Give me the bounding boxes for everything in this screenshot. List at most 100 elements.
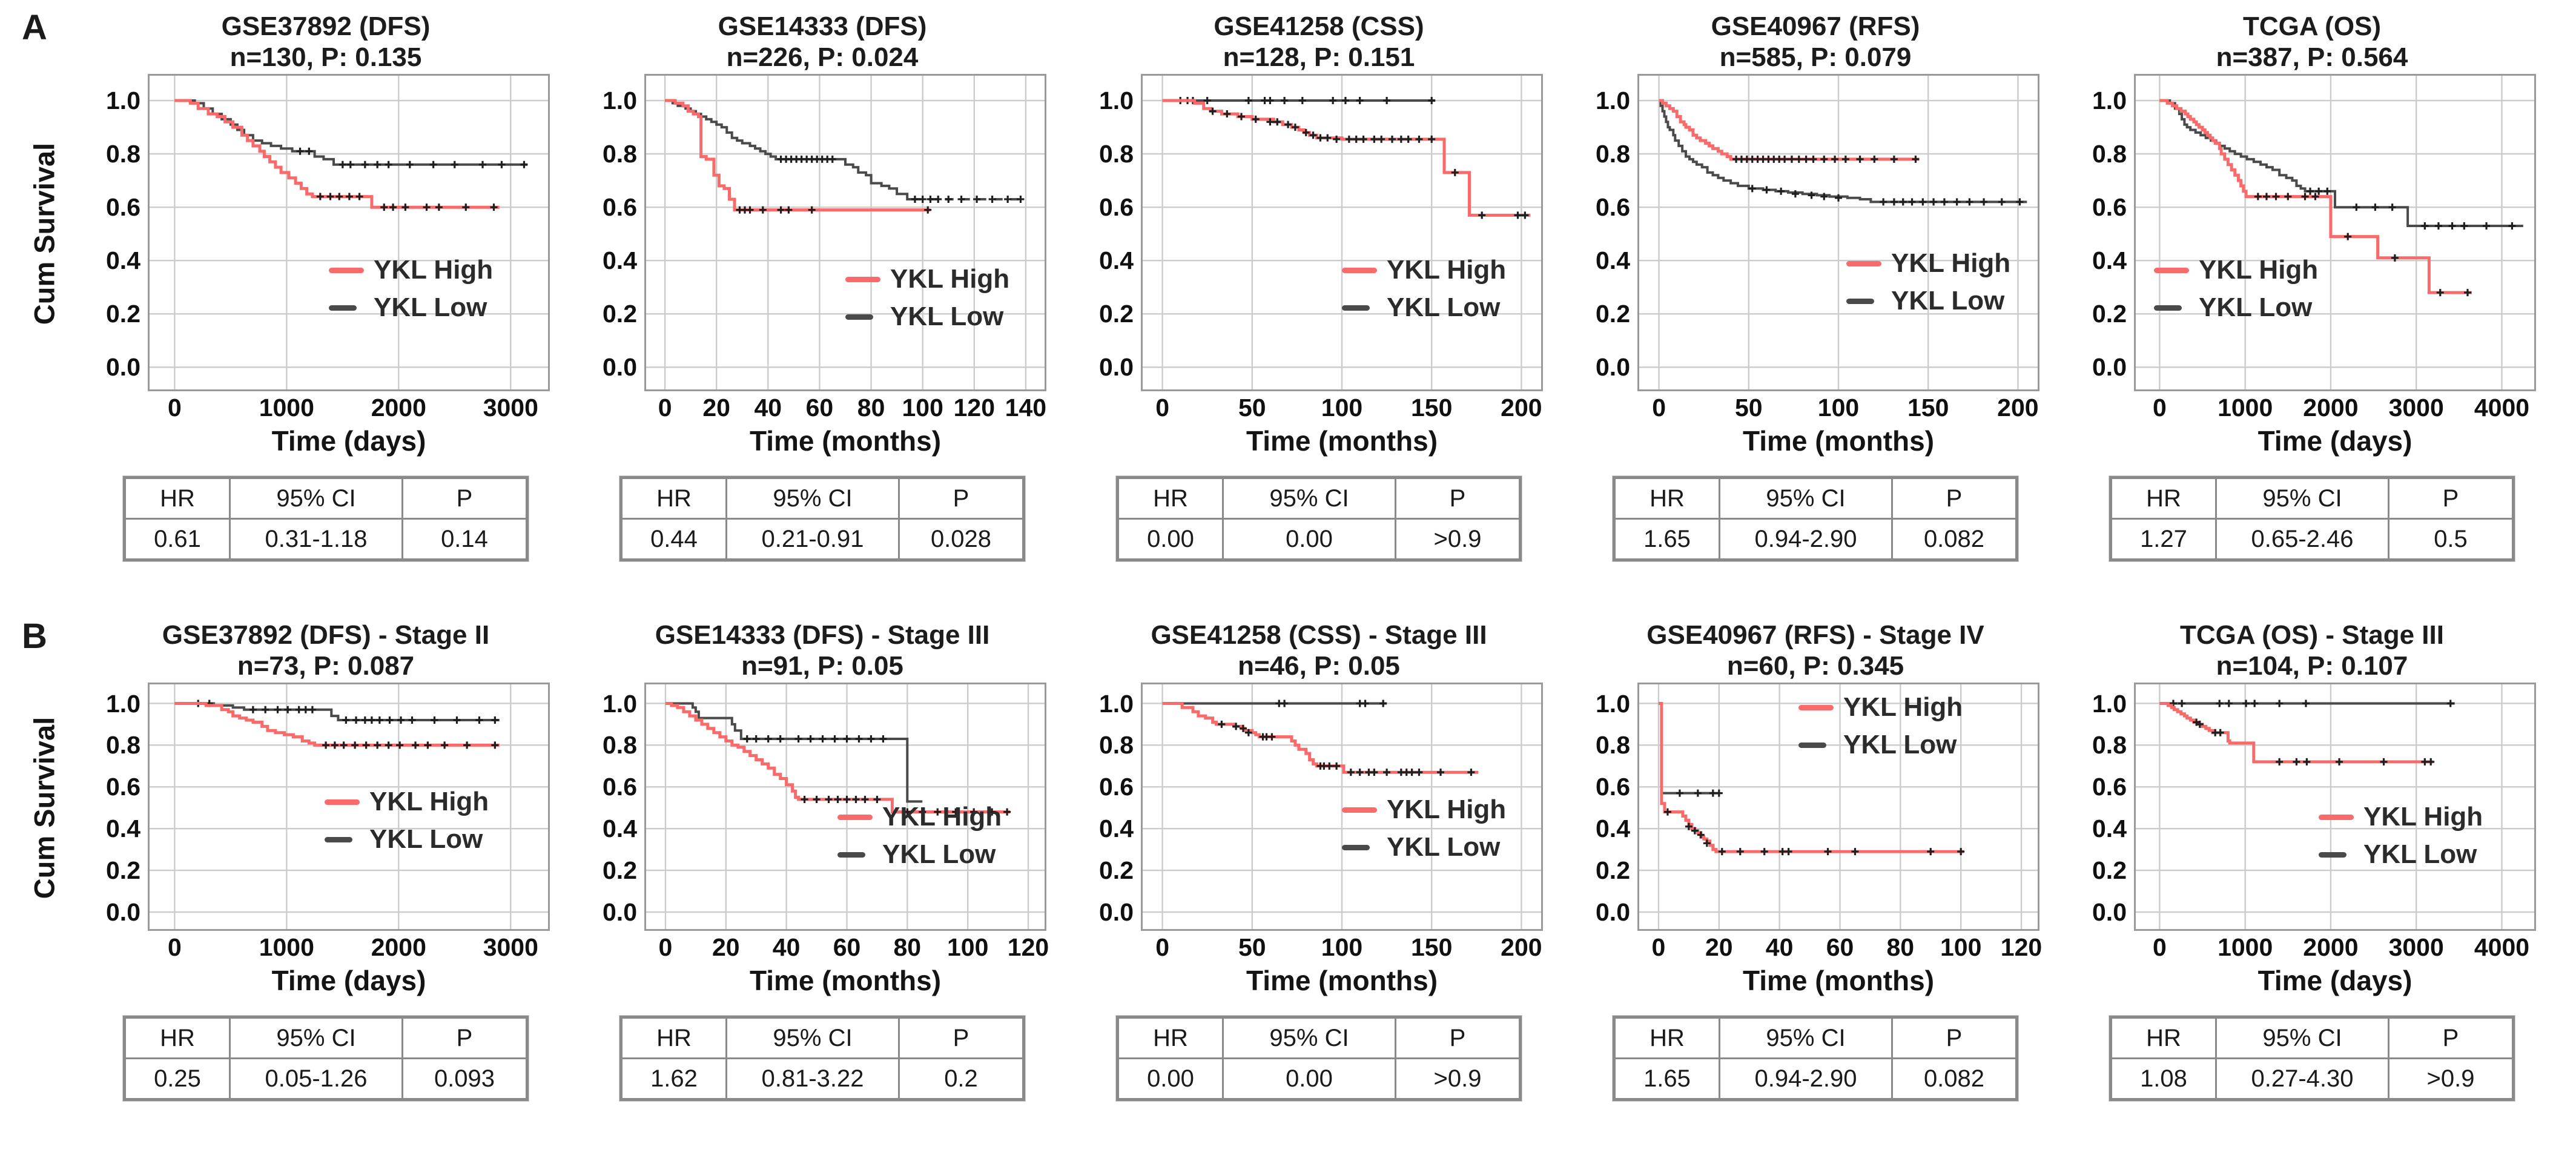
plot-frame — [148, 74, 550, 391]
x-tick-label: 0 — [658, 394, 672, 422]
y-tick-label: 0.8 — [603, 140, 637, 168]
censor-mark — [1715, 789, 1723, 797]
censor-mark — [1791, 190, 1799, 198]
censor-mark — [843, 735, 851, 743]
censor-mark — [2463, 289, 2471, 297]
y-axis-ticks: 1.0 0.8 0.6 0.4 0.2 0.0 — [576, 683, 644, 931]
censor-mark — [2483, 222, 2491, 230]
censor-mark — [352, 716, 360, 724]
censor-mark — [305, 147, 313, 155]
censor-mark — [2353, 203, 2360, 211]
hr-table-value-p: 0.082 — [1891, 518, 2018, 561]
hr-table-header-row: HR 95% CI P — [2110, 477, 2514, 520]
censor-mark — [345, 193, 353, 200]
y-tick-label: 0.0 — [1596, 353, 1630, 382]
hr-table: HR 95% CI P 1.62 0.81-3.22 0.2 — [619, 1016, 1025, 1101]
censor-mark — [1835, 194, 1842, 202]
km-curve-high — [174, 99, 500, 209]
censor-mark — [1802, 155, 1810, 163]
hr-table-header-ci: 95% CI — [1222, 477, 1396, 520]
censor-mark — [1238, 113, 1245, 121]
y-tick-label: 1.0 — [603, 87, 637, 114]
y-tick-label: 0.4 — [1596, 246, 1630, 275]
y-tick-label: 0.2 — [2092, 300, 2127, 328]
censor-mark — [1004, 195, 1012, 203]
x-tick-label: 200 — [1501, 933, 1542, 961]
censor-mark — [1785, 848, 1792, 856]
hr-table-value-row: 1.08 0.27-4.30 >0.9 — [2110, 1057, 2514, 1100]
km-curve-low — [1659, 99, 2027, 203]
censor-mark — [2303, 758, 2311, 766]
y-tick-label: 0.4 — [1099, 246, 1134, 275]
censor-mark — [1268, 733, 1276, 741]
x-tick-label: 200 — [1501, 394, 1542, 422]
y-tick-label: 1.0 — [106, 87, 140, 114]
censor-mark — [2460, 222, 2468, 230]
censor-mark — [453, 716, 461, 724]
censor-mark — [339, 160, 346, 168]
y-tick-label: 0.4 — [106, 246, 140, 275]
censor-mark — [351, 741, 359, 749]
hr-table-value-row: 1.27 0.65-2.46 0.5 — [2110, 518, 2514, 561]
censor-mark — [801, 795, 808, 803]
hr-table-header-p: P — [401, 1016, 528, 1059]
censor-mark — [973, 195, 981, 203]
censor-mark — [1927, 848, 1935, 856]
hr-table-head: HR 95% CI P — [1117, 1016, 1521, 1059]
censor-mark — [764, 735, 772, 743]
x-tick-label: 3000 — [483, 394, 538, 422]
censor-mark — [406, 160, 414, 168]
censor-mark — [1663, 808, 1671, 816]
x-tick-label: 120 — [1007, 933, 1049, 961]
censor-mark — [284, 706, 292, 713]
km-panel-gse14333-dfs: GSE14333 (DFS) n=226, P: 0.024 1.0 0.8 0.6 0.… — [576, 11, 1068, 561]
x-tick-label: 20 — [1705, 933, 1733, 961]
panel-title-line1: GSE41258 (CSS) - Stage III — [1151, 620, 1487, 650]
censor-mark — [362, 741, 370, 749]
x-axis-title: Time (days) — [2257, 965, 2413, 996]
y-tick-label: 0.6 — [1596, 773, 1630, 801]
plot-row: 1.0 0.8 0.6 0.4 0.2 0.0 YKL High YKL Low — [1073, 683, 1565, 931]
censor-mark — [1467, 769, 1475, 776]
y-tick-label: 0.8 — [1099, 731, 1134, 759]
hr-table: HR 95% CI P 0.44 0.21-0.91 0.028 — [619, 476, 1025, 561]
censor-mark — [843, 795, 851, 803]
hr-table-value-hr: 0.00 — [1117, 1057, 1224, 1100]
x-axis-ticks: 0 20 40 60 80 100 120 — [1637, 931, 2042, 964]
censor-mark — [498, 160, 506, 168]
km-curve-low — [1658, 702, 1719, 795]
censor-mark — [2276, 758, 2284, 766]
x-tick-label: 0 — [2152, 933, 2167, 961]
hr-table-body: 0.25 0.05-1.26 0.093 — [124, 1057, 528, 1100]
hr-table-header-ci: 95% CI — [1719, 477, 1893, 520]
hr-table-value-ci: 0.94-2.90 — [1719, 518, 1893, 561]
hr-table-header-row: HR 95% CI P — [1613, 477, 2018, 520]
x-tick-label: 150 — [1410, 933, 1453, 961]
hr-table-header-ci: 95% CI — [2215, 477, 2389, 520]
km-curve-high — [1162, 702, 1479, 774]
censor-mark — [777, 206, 785, 214]
censor-mark — [2391, 254, 2399, 262]
censor-mark — [2388, 203, 2396, 211]
hr-table-value-hr: 0.00 — [1117, 518, 1224, 561]
hr-table: HR 95% CI P 1.65 0.94-2.90 0.082 — [1613, 1016, 2018, 1101]
x-tick-label: 3000 — [2388, 394, 2444, 422]
hr-table-body: 1.65 0.94-2.90 0.082 — [1613, 518, 2018, 561]
x-axis-title: Time (months) — [1742, 425, 1935, 457]
censor-mark — [1239, 724, 1247, 732]
hr-table-value-p: 0.5 — [2388, 518, 2514, 561]
censor-mark — [825, 795, 833, 803]
censor-mark — [855, 735, 863, 743]
plot-area: YKL High YKL Low — [644, 74, 1046, 391]
censor-mark — [475, 716, 483, 724]
censor-mark — [335, 193, 343, 200]
plot-frame — [1637, 683, 2039, 931]
hr-table-head: HR 95% CI P — [124, 1016, 528, 1059]
panel-title-line2: n=128, P: 0.151 — [1223, 42, 1415, 72]
y-tick-label: 0.2 — [603, 856, 637, 885]
x-axis-title: Time (days) — [271, 425, 426, 457]
censor-mark — [1383, 769, 1391, 776]
hr-table-header-p: P — [1395, 477, 1521, 520]
hr-table-head: HR 95% CI P — [124, 477, 528, 520]
